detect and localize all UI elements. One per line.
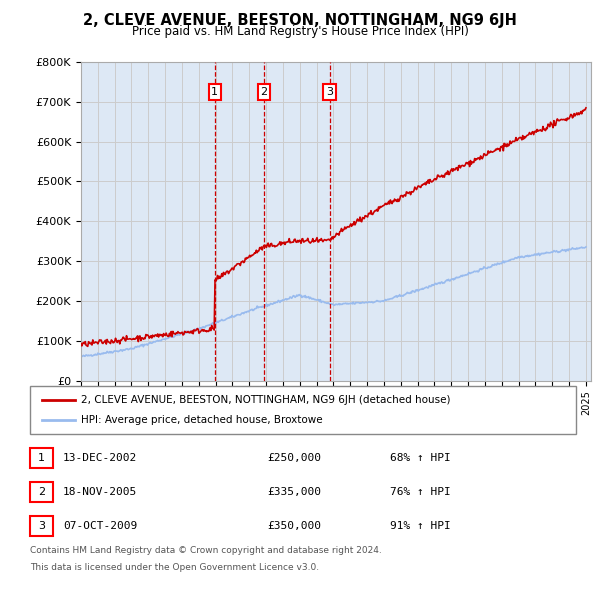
Text: 76% ↑ HPI: 76% ↑ HPI: [390, 487, 451, 497]
Text: £335,000: £335,000: [267, 487, 321, 497]
Text: 2, CLEVE AVENUE, BEESTON, NOTTINGHAM, NG9 6JH: 2, CLEVE AVENUE, BEESTON, NOTTINGHAM, NG…: [83, 13, 517, 28]
Text: 07-OCT-2009: 07-OCT-2009: [63, 522, 137, 531]
Text: 13-DEC-2002: 13-DEC-2002: [63, 453, 137, 463]
Text: 2: 2: [38, 487, 45, 497]
Text: 2, CLEVE AVENUE, BEESTON, NOTTINGHAM, NG9 6JH (detached house): 2, CLEVE AVENUE, BEESTON, NOTTINGHAM, NG…: [81, 395, 451, 405]
Text: 68% ↑ HPI: 68% ↑ HPI: [390, 453, 451, 463]
Text: 18-NOV-2005: 18-NOV-2005: [63, 487, 137, 497]
Text: 1: 1: [38, 453, 45, 463]
Text: Price paid vs. HM Land Registry's House Price Index (HPI): Price paid vs. HM Land Registry's House …: [131, 25, 469, 38]
Text: 91% ↑ HPI: 91% ↑ HPI: [390, 522, 451, 531]
Text: Contains HM Land Registry data © Crown copyright and database right 2024.: Contains HM Land Registry data © Crown c…: [30, 546, 382, 555]
Text: HPI: Average price, detached house, Broxtowe: HPI: Average price, detached house, Brox…: [81, 415, 323, 425]
Text: 2: 2: [260, 87, 268, 97]
Text: £250,000: £250,000: [267, 453, 321, 463]
Text: This data is licensed under the Open Government Licence v3.0.: This data is licensed under the Open Gov…: [30, 563, 319, 572]
Text: £350,000: £350,000: [267, 522, 321, 531]
Text: 1: 1: [211, 87, 218, 97]
Text: 3: 3: [326, 87, 333, 97]
Text: 3: 3: [38, 522, 45, 531]
